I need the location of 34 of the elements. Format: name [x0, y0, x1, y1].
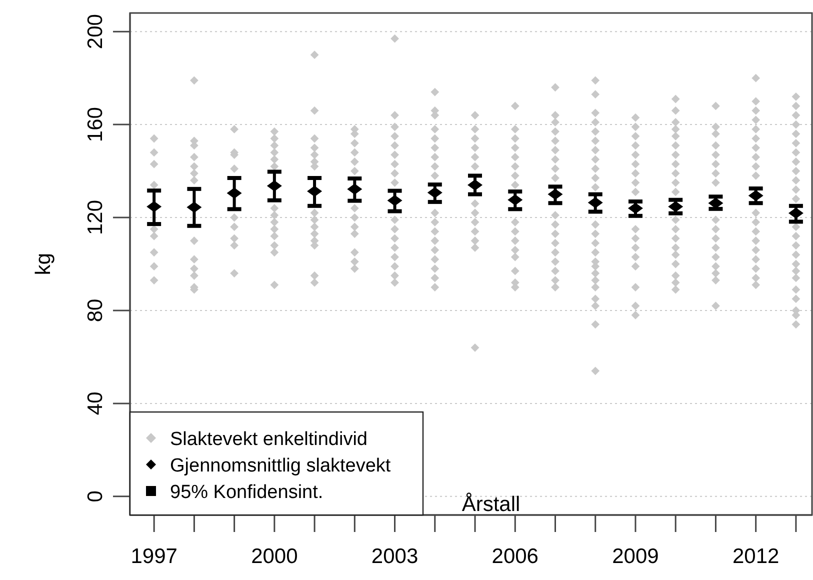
point — [387, 195, 402, 206]
y-tick-label: 80 — [84, 298, 107, 322]
point — [588, 197, 603, 208]
point — [146, 201, 162, 212]
x-tick-label: 2006 — [492, 544, 538, 568]
x-tick-label: 2003 — [371, 544, 418, 568]
point — [508, 194, 523, 206]
point — [307, 186, 322, 197]
point — [668, 201, 684, 212]
point — [468, 179, 483, 190]
x-tick-label: 2009 — [612, 544, 659, 568]
y-axis-title: kg — [32, 252, 55, 276]
y-tick-label: 160 — [84, 107, 107, 142]
x-tick-label: 2000 — [251, 544, 298, 568]
point — [548, 188, 563, 200]
point — [347, 184, 362, 195]
point — [186, 202, 202, 213]
point — [628, 202, 643, 214]
point — [226, 188, 242, 199]
annotation: 95% Konfidensint. — [170, 482, 324, 503]
y-tick-label: 120 — [84, 200, 107, 236]
x-tick-label: 2012 — [732, 544, 780, 568]
y-tick-label: 40 — [84, 392, 107, 416]
legend-label: Gjennomsnittlig slaktevekt — [170, 456, 392, 476]
legend-label: Slaktevekt enkeltindivid — [170, 429, 368, 450]
point — [427, 187, 442, 198]
point — [788, 208, 804, 219]
x-axis-title: Årstall — [462, 492, 520, 516]
point — [708, 198, 724, 209]
point — [748, 190, 764, 202]
x-tick-label: 1997 — [130, 544, 178, 568]
y-tick-label: 0 — [84, 490, 107, 502]
y-tick-label: 200 — [84, 14, 107, 50]
point — [266, 180, 282, 192]
